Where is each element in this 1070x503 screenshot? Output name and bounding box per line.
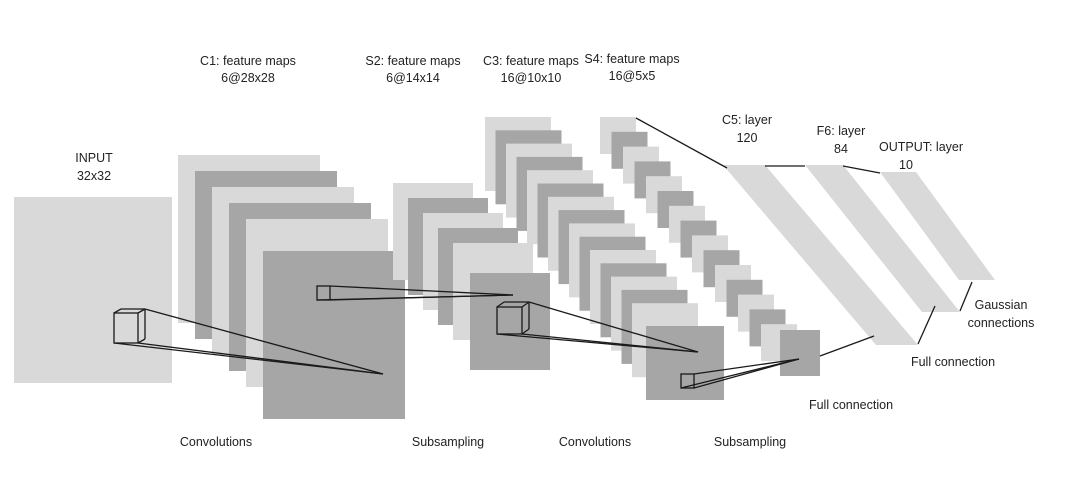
s4-size: 16@5x5 xyxy=(609,69,656,83)
c3-layer xyxy=(485,117,724,400)
f6-to-output-connection xyxy=(842,165,973,312)
c5-to-f6-connection xyxy=(765,165,936,345)
c3-title: C3: feature maps xyxy=(483,54,579,68)
c5-size: 120 xyxy=(737,131,758,145)
c5-layer xyxy=(723,165,918,345)
input-size: 32x32 xyxy=(77,169,111,183)
output-bar xyxy=(880,172,995,280)
receptive-field-box xyxy=(496,306,523,335)
c5-title: C5: layer xyxy=(722,113,772,127)
c1-plane xyxy=(263,251,405,419)
convolutions-label-1: Convolutions xyxy=(180,435,252,449)
input-plane xyxy=(14,197,172,383)
gaussian-connections-label-line1: Gaussian xyxy=(975,298,1028,312)
output-title: OUTPUT: layer xyxy=(879,140,963,154)
c3-to-s4-projection xyxy=(680,358,800,389)
output-layer xyxy=(880,172,995,280)
s2-layer xyxy=(393,183,550,370)
f6-layer xyxy=(805,165,960,312)
f6-title: F6: layer xyxy=(817,124,866,138)
c5-bar xyxy=(723,165,918,345)
s2-size: 6@14x14 xyxy=(386,71,440,85)
receptive-field-box xyxy=(113,312,139,344)
s2-plane xyxy=(470,273,550,370)
output-size: 10 xyxy=(899,158,913,172)
s2-to-c3-projection xyxy=(496,301,699,353)
subsampling-label-2: Subsampling xyxy=(714,435,786,449)
c3-size: 16@10x10 xyxy=(501,71,562,85)
convolutions-label-2: Convolutions xyxy=(559,435,631,449)
c1-size: 6@28x28 xyxy=(221,71,275,85)
c1-title: C1: feature maps xyxy=(200,54,296,68)
full-connection-label-1: Full connection xyxy=(809,398,893,412)
gaussian-connections-label-line2: connections xyxy=(968,316,1035,330)
input-to-c1-projection xyxy=(113,308,384,375)
s4-to-c5-connection xyxy=(635,117,875,357)
connection-lines xyxy=(113,117,973,389)
receptive-field-box xyxy=(680,373,695,389)
s4-title: S4: feature maps xyxy=(584,52,679,66)
s4-plane xyxy=(780,330,820,376)
full-connection-label-2: Full connection xyxy=(911,355,995,369)
s4-layer xyxy=(600,117,820,376)
input-title: INPUT xyxy=(75,151,113,165)
f6-bar xyxy=(805,165,960,312)
f6-size: 84 xyxy=(834,142,848,156)
subsampling-label-1: Subsampling xyxy=(412,435,484,449)
input-layer xyxy=(14,197,172,383)
c1-to-s2-projection xyxy=(316,285,514,301)
s2-title: S2: feature maps xyxy=(365,54,460,68)
c1-layer xyxy=(178,155,405,419)
c3-plane xyxy=(646,326,724,400)
